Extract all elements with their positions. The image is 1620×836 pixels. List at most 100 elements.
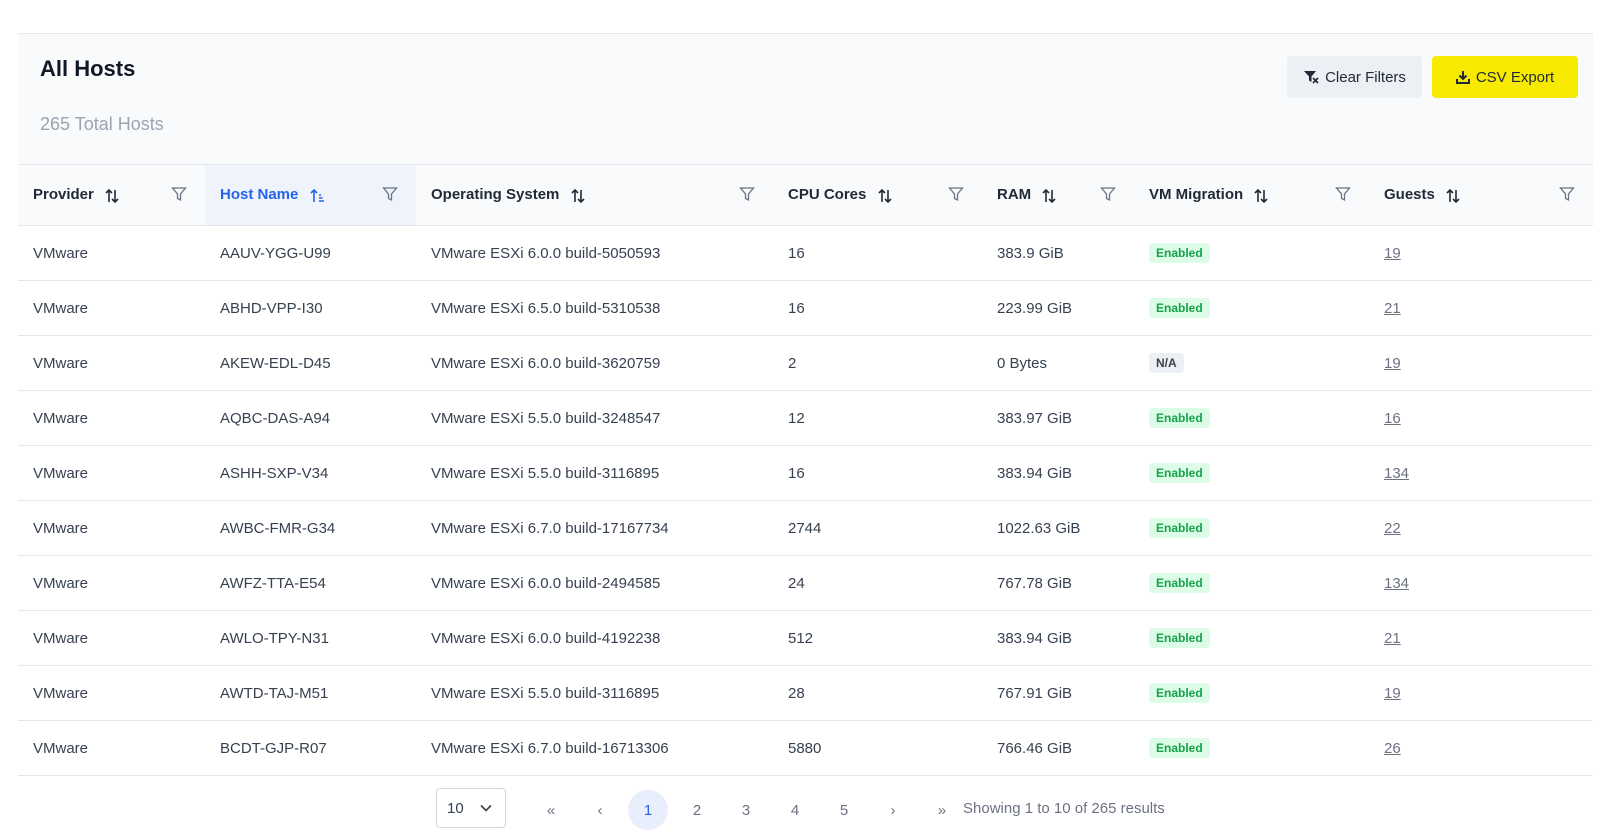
host-name-cell: AQBC-DAS-A94 — [205, 390, 416, 446]
table-body: VMware AAUV-YGG-U99 VMware ESXi 6.0.0 buil… — [18, 225, 1593, 776]
status-badge: Enabled — [1149, 573, 1210, 593]
page-button-2[interactable]: 2 — [692, 801, 702, 819]
cpu-cores-cell: 512 — [773, 610, 982, 666]
guests-link[interactable]: 21 — [1384, 299, 1401, 317]
sort-icon[interactable] — [1041, 188, 1057, 204]
guests-link[interactable]: 19 — [1384, 244, 1401, 262]
operating-system-cell: VMware ESXi 6.7.0 build-16713306 — [416, 720, 773, 776]
column-header-vm-migration[interactable]: VM Migration — [1134, 164, 1369, 226]
page-size-value: 10 — [447, 799, 464, 817]
provider-cell: VMware — [18, 445, 205, 501]
filter-icon[interactable] — [1559, 186, 1575, 202]
table-row[interactable]: VMware AWTD-TAJ-M51 VMware ESXi 5.5.0 buil… — [18, 665, 1593, 721]
guests-cell: 19 — [1369, 335, 1593, 391]
column-label: Guests — [1384, 186, 1435, 204]
guests-cell: 134 — [1369, 555, 1593, 611]
vm-migration-cell: Enabled — [1134, 280, 1369, 336]
page-button-4[interactable]: 4 — [790, 801, 800, 819]
guests-link[interactable]: 22 — [1384, 519, 1401, 537]
ram-cell: 767.91 GiB — [982, 665, 1134, 721]
guests-link[interactable]: 16 — [1384, 409, 1401, 427]
host-name-cell: ABHD-VPP-I30 — [205, 280, 416, 336]
operating-system-cell: VMware ESXi 6.0.0 build-5050593 — [416, 225, 773, 281]
page-button-3[interactable]: 3 — [741, 801, 751, 819]
provider-cell: VMware — [18, 500, 205, 556]
table-row[interactable]: VMware AAUV-YGG-U99 VMware ESXi 6.0.0 buil… — [18, 225, 1593, 281]
previous-page-button[interactable]: ‹ — [597, 801, 603, 819]
sort-icon[interactable] — [1253, 188, 1269, 204]
provider-cell: VMware — [18, 665, 205, 721]
host-name-cell: AAUV-YGG-U99 — [205, 225, 416, 281]
page-size-select[interactable]: 10 — [436, 788, 506, 828]
table-row[interactable]: VMware ASHH-SXP-V34 VMware ESXi 5.5.0 buil… — [18, 445, 1593, 501]
vm-migration-cell: Enabled — [1134, 555, 1369, 611]
table-row[interactable]: VMware AKEW-EDL-D45 VMware ESXi 6.0.0 buil… — [18, 335, 1593, 391]
table-row[interactable]: VMware BCDT-GJP-R07 VMware ESXi 6.7.0 buil… — [18, 720, 1593, 776]
csv-export-button[interactable]: CSV Export — [1432, 56, 1578, 98]
total-hosts-count: 265 Total Hosts — [40, 114, 164, 134]
page-title: All Hosts — [40, 56, 136, 81]
guests-link[interactable]: 134 — [1384, 574, 1410, 592]
status-badge: Enabled — [1149, 243, 1210, 263]
status-badge: Enabled — [1149, 683, 1210, 703]
chevron-down-icon — [480, 804, 492, 812]
guests-link[interactable]: 21 — [1384, 629, 1401, 647]
column-label: Provider — [33, 186, 94, 204]
guests-link[interactable]: 19 — [1384, 684, 1401, 702]
page-header: All Hosts 265 Total Hosts Clear Filters … — [18, 34, 1593, 164]
operating-system-cell: VMware ESXi 6.5.0 build-5310538 — [416, 280, 773, 336]
hosts-table: Provider Host Name Operating System CPU … — [18, 164, 1593, 776]
vm-migration-cell: Enabled — [1134, 720, 1369, 776]
ram-cell: 1022.63 GiB — [982, 500, 1134, 556]
status-badge: Enabled — [1149, 463, 1210, 483]
guests-link[interactable]: 19 — [1384, 354, 1401, 372]
filter-clear-icon — [1304, 71, 1319, 84]
sort-ascending-icon[interactable] — [309, 188, 325, 204]
column-label: Operating System — [431, 186, 560, 204]
ram-cell: 383.94 GiB — [982, 610, 1134, 666]
filter-icon[interactable] — [1335, 186, 1351, 202]
vm-migration-cell: Enabled — [1134, 500, 1369, 556]
column-header-host-name[interactable]: Host Name — [205, 164, 416, 226]
last-page-button[interactable]: » — [937, 801, 947, 819]
clear-filters-button[interactable]: Clear Filters — [1287, 56, 1422, 98]
table-row[interactable]: VMware ABHD-VPP-I30 VMware ESXi 6.5.0 buil… — [18, 280, 1593, 336]
table-row[interactable]: VMware AWBC-FMR-G34 VMware ESXi 6.7.0 buil… — [18, 500, 1593, 556]
vm-migration-cell: Enabled — [1134, 445, 1369, 501]
guests-cell: 26 — [1369, 720, 1593, 776]
cpu-cores-cell: 16 — [773, 280, 982, 336]
guests-link[interactable]: 134 — [1384, 464, 1410, 482]
sort-icon[interactable] — [570, 188, 586, 204]
page-button-1[interactable]: 1 — [628, 790, 668, 830]
filter-icon[interactable] — [382, 186, 398, 202]
table-row[interactable]: VMware AWFZ-TTA-E54 VMware ESXi 6.0.0 buil… — [18, 555, 1593, 611]
filter-icon[interactable] — [739, 186, 755, 202]
next-page-button[interactable]: › — [890, 801, 896, 819]
guests-link[interactable]: 26 — [1384, 739, 1401, 757]
host-name-cell: ASHH-SXP-V34 — [205, 445, 416, 501]
host-name-cell: AWBC-FMR-G34 — [205, 500, 416, 556]
table-row[interactable]: VMware AQBC-DAS-A94 VMware ESXi 5.5.0 buil… — [18, 390, 1593, 446]
sort-icon[interactable] — [1445, 188, 1461, 204]
table-row[interactable]: VMware AWLO-TPY-N31 VMware ESXi 6.0.0 buil… — [18, 610, 1593, 666]
first-page-button[interactable]: « — [546, 801, 556, 819]
ram-cell: 766.46 GiB — [982, 720, 1134, 776]
filter-icon[interactable] — [171, 186, 187, 202]
column-header-guests[interactable]: Guests — [1369, 164, 1593, 226]
column-label: CPU Cores — [788, 186, 867, 204]
guests-cell: 19 — [1369, 225, 1593, 281]
cpu-cores-cell: 2 — [773, 335, 982, 391]
status-badge: Enabled — [1149, 408, 1210, 428]
page-button-5[interactable]: 5 — [839, 801, 849, 819]
guests-cell: 22 — [1369, 500, 1593, 556]
sort-icon[interactable] — [104, 188, 120, 204]
column-header-ram[interactable]: RAM — [982, 164, 1134, 226]
filter-icon[interactable] — [1100, 186, 1116, 202]
column-header-provider[interactable]: Provider — [18, 164, 205, 226]
status-badge: Enabled — [1149, 518, 1210, 538]
column-header-operating-system[interactable]: Operating System — [416, 164, 773, 226]
cpu-cores-cell: 16 — [773, 225, 982, 281]
filter-icon[interactable] — [948, 186, 964, 202]
column-header-cpu-cores[interactable]: CPU Cores — [773, 164, 982, 226]
sort-icon[interactable] — [877, 188, 893, 204]
